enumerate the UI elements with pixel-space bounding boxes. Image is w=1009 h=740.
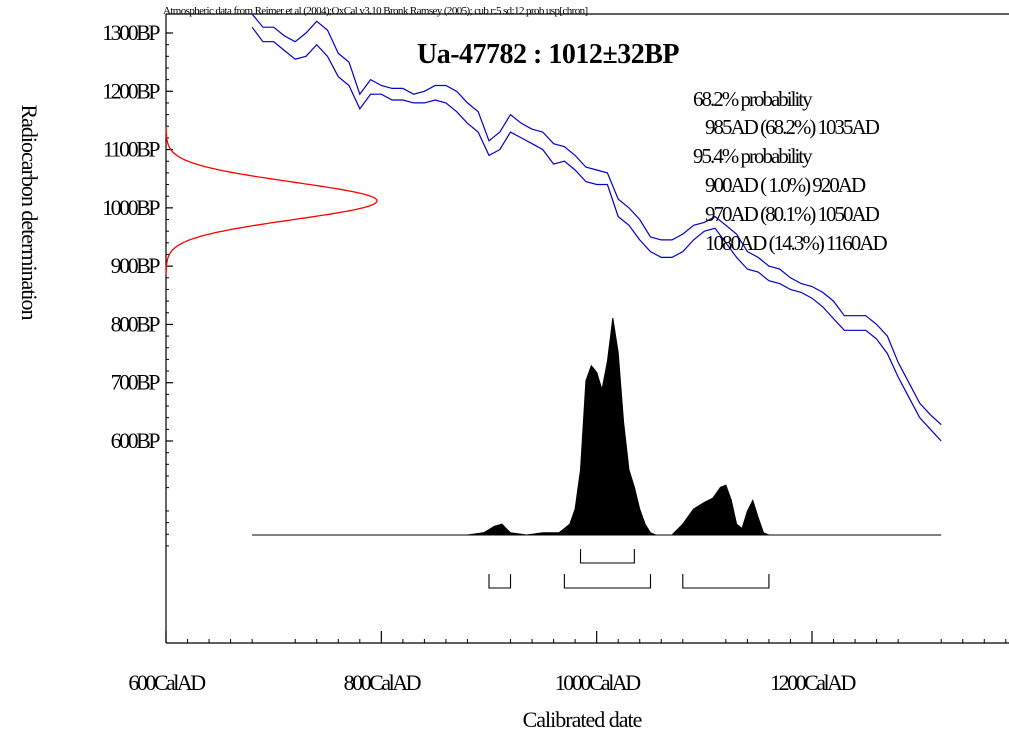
chart-title: Ua-47782 : 1012±32BP [417, 39, 679, 70]
calibration-curve-upper [251, 13, 942, 426]
y-tick-label: 1300BP [102, 20, 160, 45]
radiocarbon-determination-curve [165, 126, 378, 276]
x-axis-title: Calibrated date [523, 707, 642, 732]
x-tick-label: 600CalAD [128, 670, 205, 695]
prob-line-68-heading: 68.2% probability [693, 87, 813, 111]
prob-line-95-range-3: 1080AD (14.3%) 1160AD [705, 231, 887, 255]
y-tick-label: 700BP [111, 370, 161, 395]
prob-line-95-heading: 95.4% probability [693, 144, 813, 168]
x-tick-label: 1200CalAD [770, 670, 855, 695]
x-tick-label: 800CalAD [344, 670, 421, 695]
y-tick-label: 1000BP [102, 195, 160, 220]
prob-line-95-range-1: 900AD ( 1.0%) 920AD [705, 173, 866, 197]
range-95-bracket [563, 574, 652, 589]
prob-line-95-range-2: 970AD (80.1%) 1050AD [705, 202, 880, 226]
range-68-bracket [579, 549, 635, 564]
y-tick-label: 600BP [111, 428, 161, 453]
y-tick-label: 800BP [111, 311, 161, 336]
header-note: Atmospheric data from Reimer et al (2004… [163, 5, 588, 17]
y-axis-title: Radiocarbon determination [17, 104, 42, 320]
y-tick-label: 900BP [111, 253, 161, 278]
probability-summary: 68.2% probability 985AD (68.2%) 1035AD 9… [693, 87, 889, 255]
calibration-curve-lower [251, 26, 942, 442]
prob-line-68-range-1: 985AD (68.2%) 1035AD [705, 115, 880, 139]
x-tick-label: 1000CalAD [555, 670, 640, 695]
probability-distribution [252, 317, 942, 536]
range-95-bracket [682, 574, 770, 589]
range-95-bracket [488, 574, 512, 589]
y-tick-label: 1100BP [103, 137, 160, 162]
x-axis-ticks: 600CalAD 800CalAD 1000CalAD 1200CalAD [128, 631, 1007, 695]
y-axis-ticks: 1300BP 1200BP 1100BP 1000BP 900BP 800BP 700BP 6… [102, 20, 173, 547]
range-brackets [488, 549, 770, 589]
y-tick-label: 1200BP [102, 78, 160, 103]
